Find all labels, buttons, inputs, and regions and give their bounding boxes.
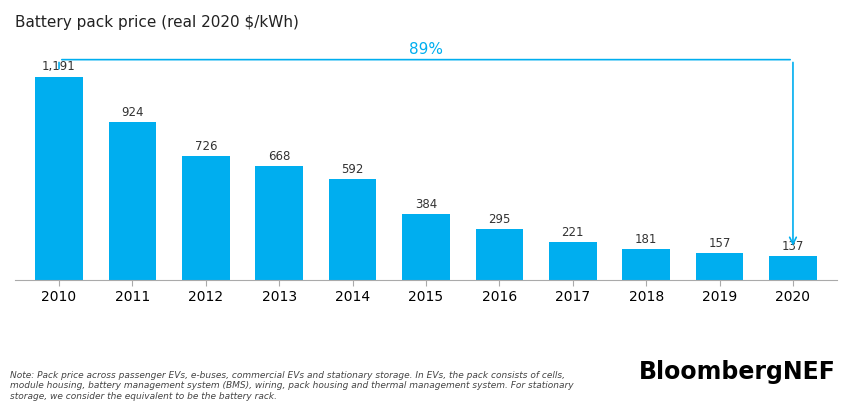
Text: 384: 384 [415, 198, 437, 211]
Text: 1,191: 1,191 [42, 61, 76, 74]
Bar [402, 214, 450, 280]
Bar [696, 253, 744, 280]
Text: 137: 137 [782, 240, 804, 253]
Text: 295: 295 [488, 213, 510, 226]
Text: Battery pack price (real 2020 $/kWh): Battery pack price (real 2020 $/kWh) [15, 15, 299, 30]
Text: 592: 592 [342, 163, 364, 175]
Text: 89%: 89% [409, 42, 443, 57]
Bar [329, 179, 377, 280]
Text: 726: 726 [194, 140, 217, 153]
Bar [549, 242, 596, 280]
Bar [256, 166, 303, 280]
Text: 924: 924 [121, 106, 144, 119]
Text: Note: Pack price across passenger EVs, e-buses, commercial EVs and stationary st: Note: Pack price across passenger EVs, e… [10, 371, 574, 401]
Bar [182, 156, 230, 280]
Bar [35, 76, 83, 280]
Bar [769, 256, 817, 280]
Bar [475, 229, 523, 280]
Text: 181: 181 [635, 233, 658, 246]
Bar [622, 249, 670, 280]
Text: 157: 157 [708, 237, 731, 250]
Text: BloombergNEF: BloombergNEF [638, 360, 836, 384]
Text: 221: 221 [561, 226, 584, 239]
Bar [108, 122, 156, 280]
Text: 668: 668 [268, 150, 291, 163]
